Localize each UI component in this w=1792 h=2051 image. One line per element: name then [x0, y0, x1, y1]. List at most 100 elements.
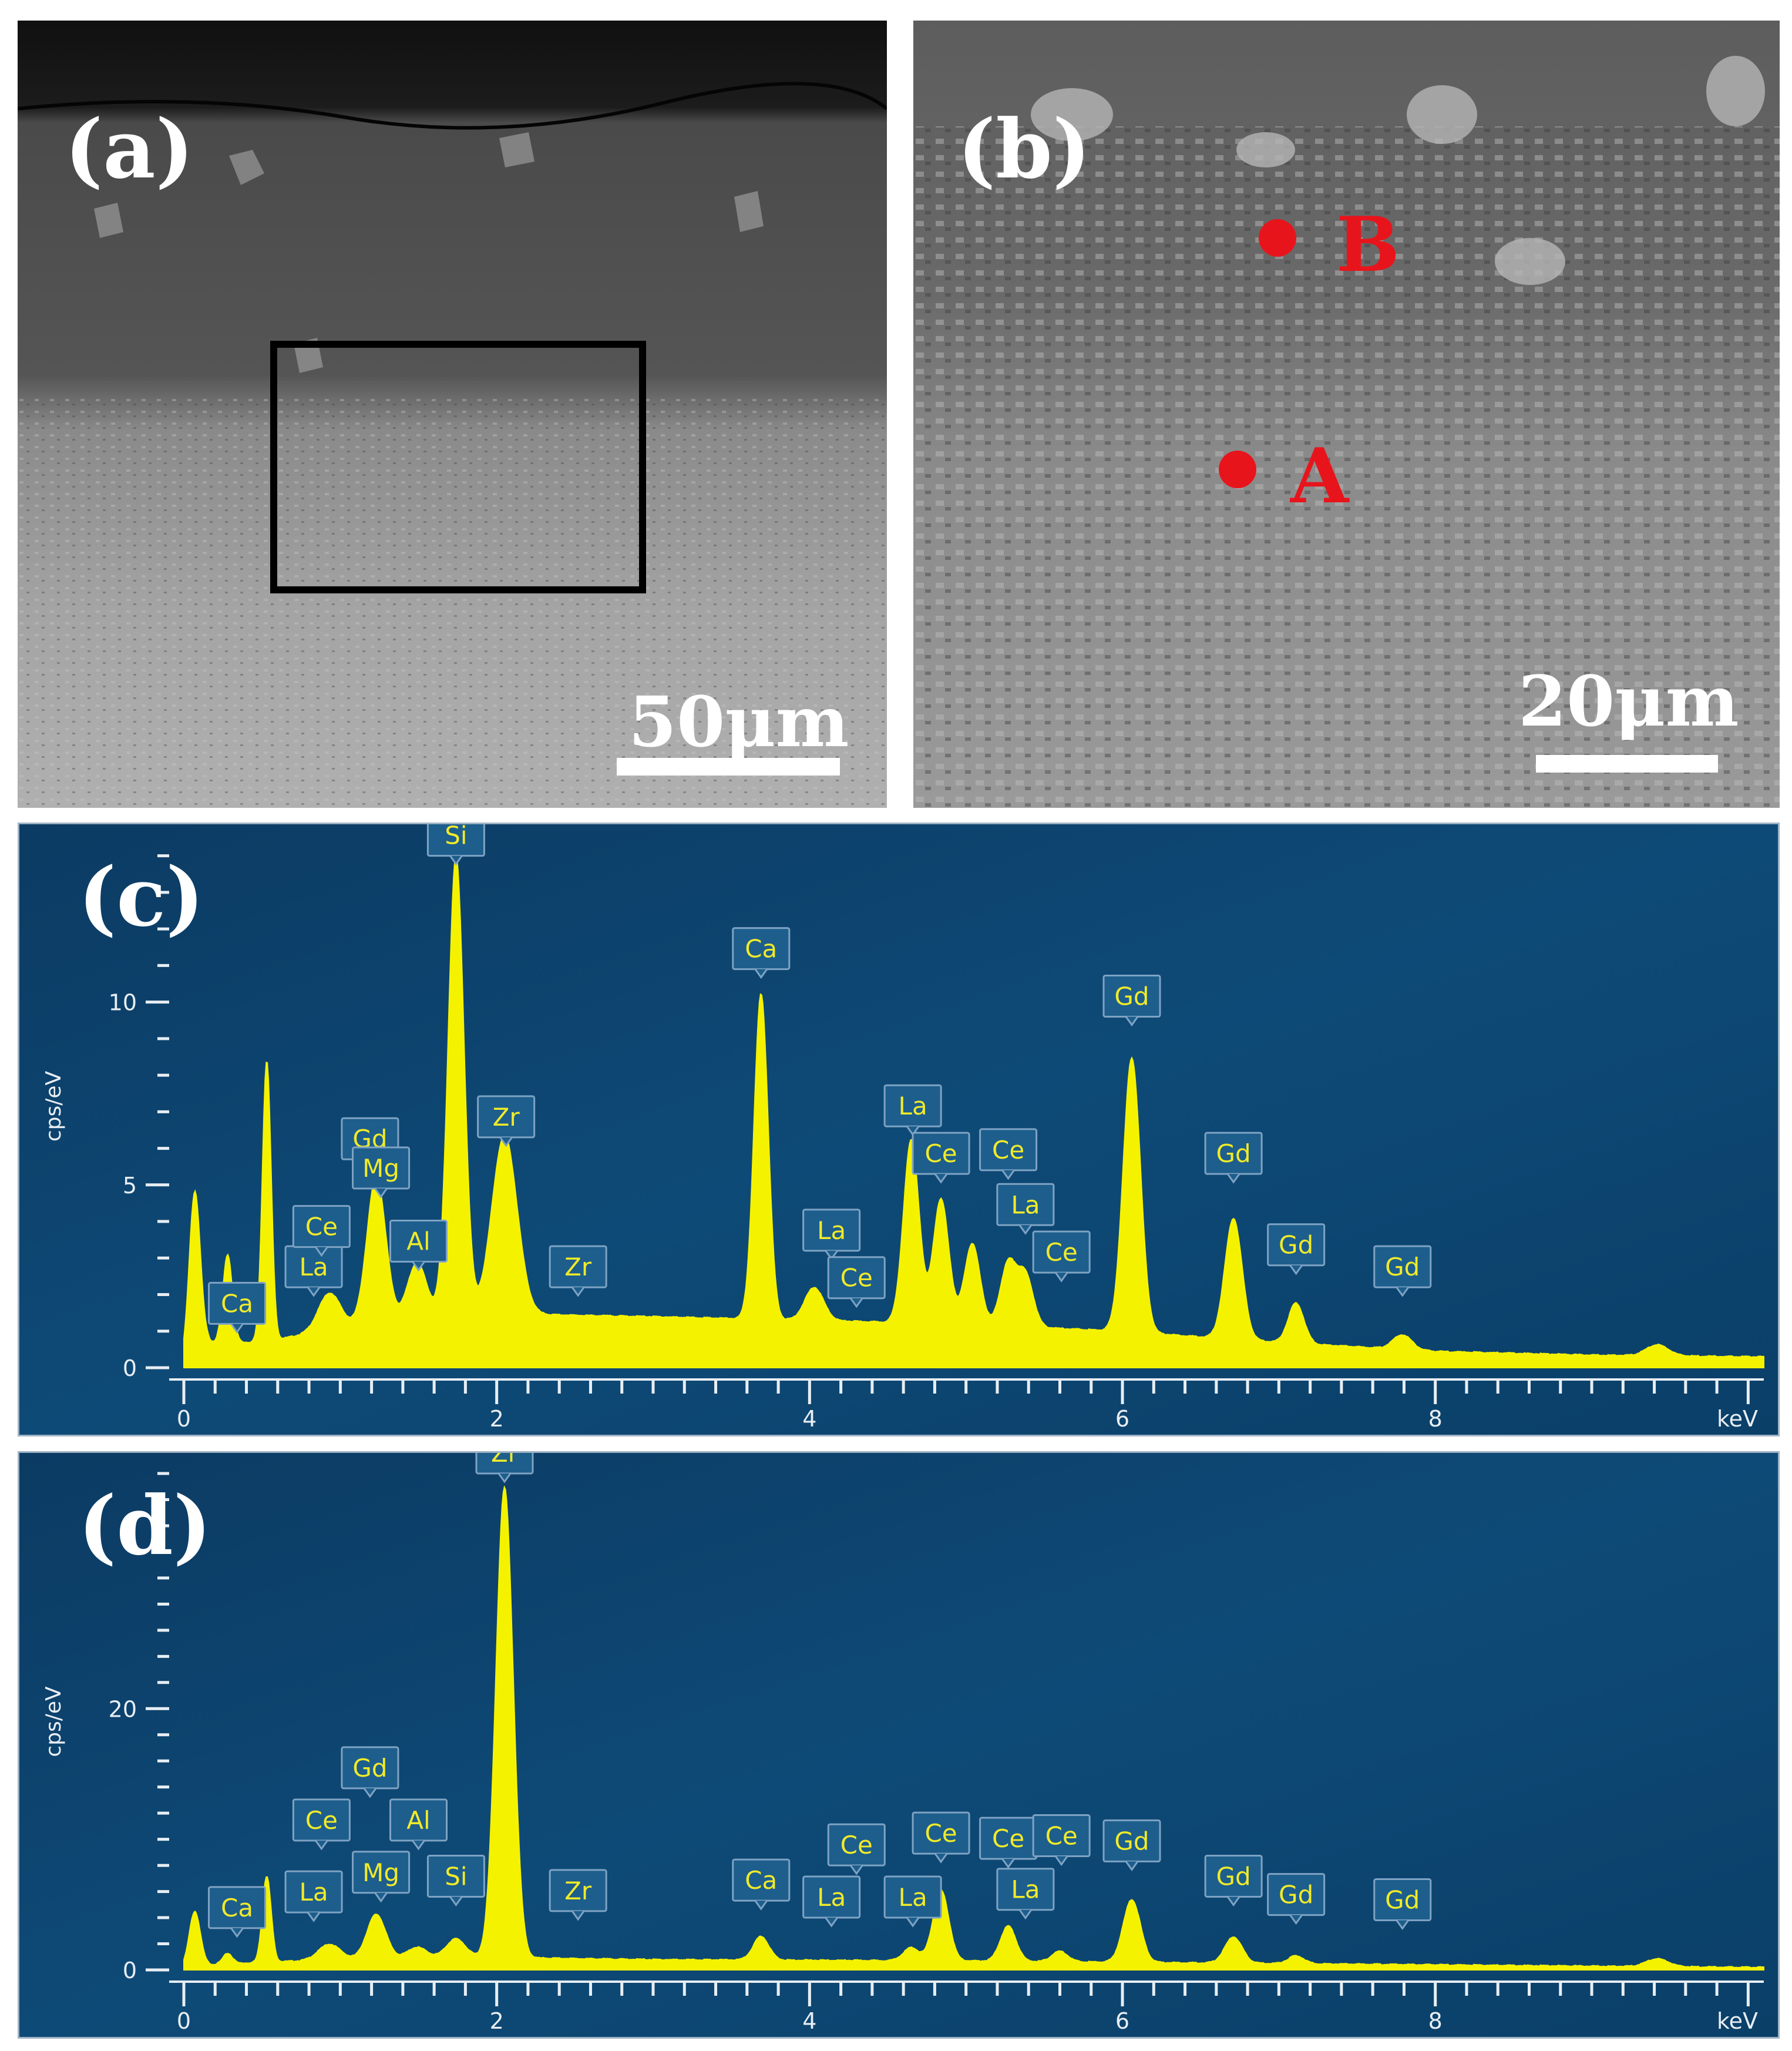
panel-label-a: (a): [65, 101, 194, 197]
roi-box: [270, 341, 646, 593]
peak-label-ca: Ca: [732, 927, 791, 979]
point-b-label: B: [1336, 201, 1400, 289]
point-a-label: A: [1290, 432, 1349, 521]
svg-text:Gd: Gd: [1114, 982, 1149, 1011]
svg-text:Gd: Gd: [1216, 1862, 1251, 1891]
peak-label-gd: Gd: [1373, 1245, 1432, 1297]
peak-label-ce: Ce: [292, 1205, 351, 1257]
svg-text:Ca: Ca: [745, 935, 777, 964]
peak-label-la: La: [284, 1245, 343, 1297]
peak-label-gd: Gd: [341, 1746, 399, 1798]
svg-text:Zr: Zr: [564, 1877, 592, 1905]
sem-micrograph-a: [18, 21, 887, 808]
peak-label-al: Al: [389, 1220, 448, 1272]
peak-label-mg: Mg: [352, 1146, 411, 1199]
y-tick-label: 20: [109, 1696, 137, 1722]
plot-background: [19, 1453, 1778, 2037]
x-tick-label: 0: [177, 2008, 191, 2034]
x-tick-label: 6: [1115, 2008, 1129, 2034]
panel-label-d: (d): [78, 1478, 212, 1573]
peak-label-mg: Mg: [352, 1851, 411, 1903]
eds-spectrum-d: 0 2 4 6 8 keV 0 20 cps/eV Ca La Ce Gd Mg Al Si Zr Zr Ca La C…: [18, 1451, 1780, 2039]
peak-label-ce: Ce: [979, 1817, 1038, 1869]
peak-label-la: La: [996, 1868, 1055, 1920]
y-tick-label: 10: [109, 990, 137, 1016]
panel-label-b: (b): [957, 101, 1091, 197]
svg-text:Ce: Ce: [992, 1824, 1024, 1853]
peak-label-la: La: [883, 1875, 942, 1928]
svg-text:La: La: [299, 1878, 328, 1906]
svg-text:Zr: Zr: [493, 1103, 520, 1132]
peak-label-zr: Zr: [475, 1453, 534, 1483]
x-axis-label: keV: [1717, 1406, 1758, 1432]
svg-text:Si: Si: [445, 1862, 467, 1891]
svg-text:La: La: [1011, 1875, 1040, 1904]
panel-label-c: (c): [78, 849, 204, 945]
y-tick-label: 5: [123, 1173, 137, 1199]
svg-text:Ce: Ce: [840, 1831, 873, 1859]
svg-text:Al: Al: [406, 1806, 430, 1835]
peak-label-gd: Gd: [1267, 1223, 1326, 1275]
peak-label-gd: Gd: [1267, 1873, 1326, 1925]
svg-text:Ce: Ce: [840, 1264, 873, 1293]
peak-label-ce: Ce: [912, 1132, 970, 1184]
svg-text:Gd: Gd: [1279, 1881, 1313, 1909]
svg-text:Ca: Ca: [221, 1289, 253, 1318]
eds-spectrum-c: 0 2 4 6 8 keV 0 5 10 cps/eV Ca La Ce Gd Mg Al Si Zr Zr Ca La…: [18, 823, 1780, 1436]
peak-label-la: La: [996, 1183, 1055, 1235]
spectrum-area: [183, 853, 1764, 1368]
svg-text:La: La: [299, 1253, 328, 1281]
svg-text:Al: Al: [406, 1227, 430, 1256]
peak-label-gd: Gd: [1102, 975, 1161, 1027]
peak-label-la: La: [802, 1875, 861, 1928]
peak-label-ce: Ce: [292, 1798, 351, 1851]
eds-chart-c: 0 2 4 6 8 keV0510cps/eVCaLaCeGdMgAlSiZrZrCaLa…: [19, 824, 1778, 1435]
svg-text:Ce: Ce: [305, 1213, 338, 1241]
point-a-marker: [1219, 451, 1256, 488]
peak-label-ca: Ca: [732, 1858, 791, 1911]
svg-text:Gd: Gd: [352, 1754, 387, 1783]
svg-text:Gd: Gd: [1216, 1139, 1251, 1168]
svg-text:Mg: Mg: [362, 1858, 399, 1887]
svg-text:Ce: Ce: [924, 1139, 957, 1168]
y-axis-label: cps/eV: [42, 1686, 66, 1757]
svg-text:La: La: [817, 1216, 846, 1245]
y-tick-label: 0: [123, 1355, 137, 1381]
peak-label-ce: Ce: [912, 1811, 970, 1864]
peak-label-ce: Ce: [827, 1256, 886, 1308]
peak-label-la: La: [883, 1084, 942, 1136]
x-tick-label: 4: [802, 1406, 816, 1432]
svg-text:Ce: Ce: [1045, 1822, 1078, 1851]
peak-label-gd: Gd: [1102, 1819, 1161, 1872]
peak-label-si: Si: [426, 824, 485, 866]
sem-image-b: (b) B A 20μm: [913, 21, 1780, 808]
x-tick-label: 2: [490, 1406, 504, 1432]
peak-label-ca: Ca: [208, 1281, 267, 1334]
peak-label-ce: Ce: [1032, 1814, 1091, 1867]
svg-text:Gd: Gd: [1385, 1253, 1420, 1281]
svg-text:Ce: Ce: [992, 1136, 1024, 1164]
peak-label-ca: Ca: [208, 1886, 267, 1938]
peak-label-al: Al: [389, 1798, 448, 1851]
svg-text:Gd: Gd: [1385, 1886, 1420, 1915]
x-tick-label: 2: [490, 2008, 504, 2034]
sem-image-a: (a) 50μm: [18, 21, 887, 808]
peak-label-gd: Gd: [1204, 1132, 1263, 1184]
peak-label-zr: Zr: [549, 1245, 607, 1297]
peak-label-la: La: [284, 1870, 343, 1922]
y-tick-label: 0: [123, 1958, 137, 1983]
spectrum-area: [183, 1485, 1764, 1971]
svg-text:La: La: [1011, 1190, 1040, 1219]
peak-label-si: Si: [426, 1854, 485, 1907]
peak-label-zr: Zr: [477, 1095, 536, 1147]
peak-label-zr: Zr: [549, 1869, 607, 1921]
x-axis-label: keV: [1717, 2008, 1758, 2034]
sem-micrograph-b: [913, 21, 1780, 808]
svg-text:La: La: [899, 1092, 927, 1120]
scale-bar-b: [1536, 755, 1718, 773]
peak-label-ce: Ce: [979, 1128, 1038, 1180]
svg-text:La: La: [817, 1883, 846, 1912]
svg-text:Mg: Mg: [362, 1154, 399, 1183]
x-tick-label: 8: [1428, 2008, 1443, 2034]
